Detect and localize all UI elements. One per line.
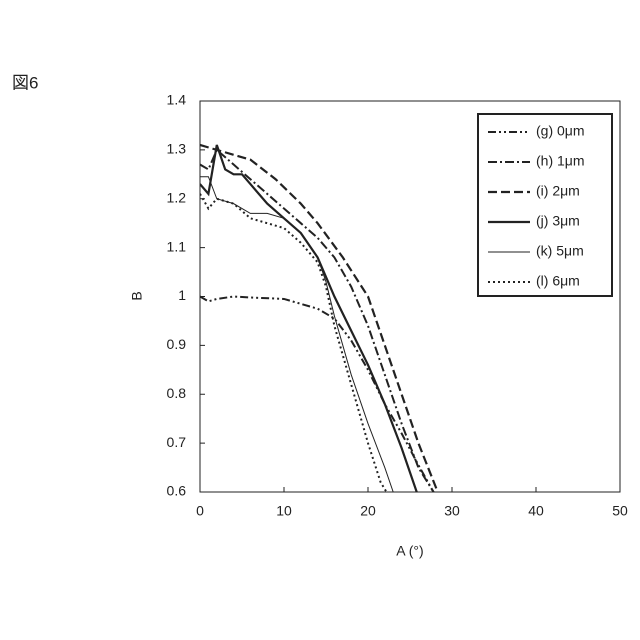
series-line: [200, 177, 393, 492]
x-tick-label: 10: [276, 503, 292, 519]
legend-box: [478, 114, 612, 296]
y-tick-label: 0.7: [167, 434, 187, 450]
legend-label: (k) 5μm: [536, 243, 584, 259]
x-tick-label: 20: [360, 503, 376, 519]
y-tick-label: 1.3: [167, 141, 187, 157]
y-tick-label: 1.4: [167, 92, 187, 108]
y-tick-label: 1.1: [167, 238, 187, 254]
legend-label: (h) 1μm: [536, 153, 585, 169]
series-line: [200, 297, 434, 493]
x-tick-label: 50: [612, 503, 628, 519]
y-tick-label: 0.9: [167, 336, 187, 352]
figure-label: 図6: [12, 73, 38, 92]
y-tick-label: 0.6: [167, 483, 187, 499]
y-tick-label: 1: [178, 287, 186, 303]
x-tick-label: 40: [528, 503, 544, 519]
legend-label: (g) 0μm: [536, 123, 585, 139]
y-tick-label: 0.8: [167, 385, 187, 401]
legend-label: (j) 3μm: [536, 213, 580, 229]
chart: 図6 A (°) B 0 10 20 30 40 50 0.6 0.7 0.8 0.9 1 1.1 1.…: [0, 0, 640, 640]
legend-label: (l) 6μm: [536, 273, 580, 289]
series-line: [200, 145, 417, 492]
x-tick-label: 30: [444, 503, 460, 519]
x-tick-label: 0: [196, 503, 204, 519]
series-line: [200, 194, 386, 492]
y-tick-label: 1.2: [167, 189, 187, 205]
y-axis-label: B: [129, 291, 145, 300]
x-axis-label: A (°): [396, 543, 423, 559]
series-line: [200, 145, 438, 492]
legend-label: (i) 2μm: [536, 183, 580, 199]
